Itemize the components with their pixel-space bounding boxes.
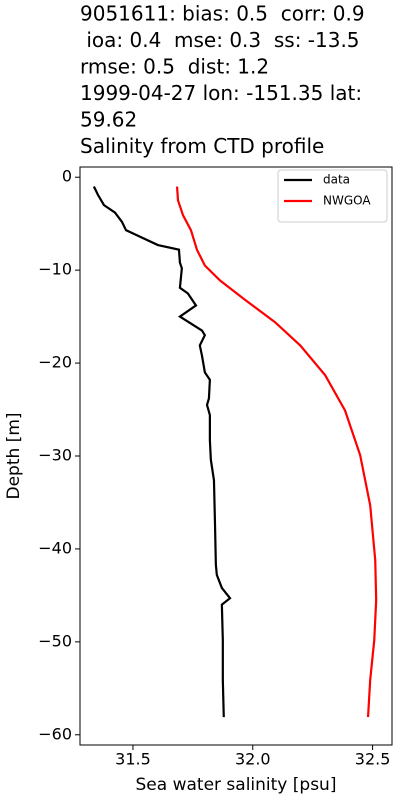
y-axis-label: Depth [m] (4, 412, 24, 499)
legend-box (277, 169, 388, 223)
chart-title: Salinity from CTD profile (80, 134, 324, 158)
legend-label: data (323, 173, 350, 187)
y-tick-label: −30 (38, 446, 72, 465)
chart-title: ioa: 0.4 mse: 0.3 ss: -13.5 (80, 28, 360, 52)
x-tick-label: 31.5 (115, 750, 151, 769)
chart-title: 9051611: bias: 0.5 corr: 0.9 (80, 2, 365, 26)
x-tick-label: 32.5 (355, 750, 391, 769)
x-tick-label: 32.0 (235, 750, 271, 769)
y-tick-label: −20 (38, 353, 72, 372)
y-tick-label: −40 (38, 538, 72, 557)
y-tick-label: −50 (38, 631, 72, 650)
y-tick-label: 0 (62, 167, 72, 186)
y-tick-label: −60 (38, 724, 72, 743)
data-line (92, 186, 232, 718)
y-tick-label: −10 (38, 260, 72, 279)
chart-title: rmse: 0.5 dist: 1.2 (80, 55, 269, 79)
chart-title: 59.62 (80, 108, 137, 132)
legend-label: NWGOA (323, 194, 371, 208)
plot-frame (79, 166, 393, 746)
x-axis-label: Sea water salinity [psu] (136, 775, 337, 795)
chart-title: 1999-04-27 lon: -151.35 lat: (80, 81, 362, 105)
data-line (175, 186, 378, 718)
